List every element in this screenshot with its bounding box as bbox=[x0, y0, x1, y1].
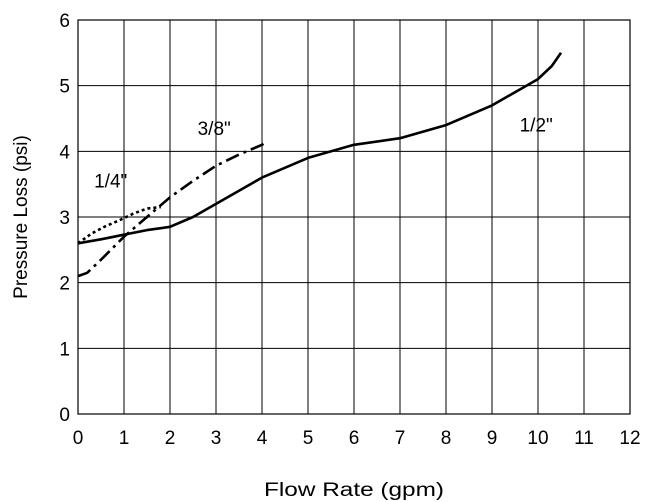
series-line-0 bbox=[77, 52, 563, 245]
series-line-2 bbox=[77, 205, 161, 245]
x-axis-title: Flow Rate (gpm) bbox=[264, 480, 444, 501]
x-tick-label: 2 bbox=[165, 428, 176, 449]
x-tick-label: 0 bbox=[73, 428, 84, 449]
y-tick-label: 3 bbox=[59, 208, 70, 229]
grid bbox=[77, 19, 631, 415]
y-tick-label: 6 bbox=[59, 11, 70, 32]
series-label-1: 3/8" bbox=[198, 119, 231, 140]
x-tick-label: 8 bbox=[441, 428, 452, 449]
series-label-0: 1/2" bbox=[520, 116, 553, 137]
x-tick-label: 7 bbox=[395, 428, 406, 449]
series-line-1 bbox=[77, 140, 268, 278]
series-label-2: 1/4" bbox=[94, 171, 127, 192]
x-tick-label: 4 bbox=[257, 428, 268, 449]
x-tick-label: 12 bbox=[619, 428, 640, 449]
x-tick-label: 9 bbox=[487, 428, 498, 449]
x-axis-ticks: 0 1 2 3 4 5 6 7 8 9 10 11 12 bbox=[73, 428, 641, 449]
y-tick-label: 0 bbox=[59, 405, 70, 426]
x-tick-label: 5 bbox=[303, 428, 314, 449]
x-tick-label: 1 bbox=[119, 428, 130, 449]
y-tick-label: 5 bbox=[59, 77, 70, 98]
x-tick-label: 3 bbox=[211, 428, 222, 449]
y-axis-ticks: 0 1 2 3 4 5 6 bbox=[59, 11, 70, 426]
series-layer bbox=[77, 52, 563, 278]
y-tick-label: 2 bbox=[59, 274, 70, 295]
x-tick-label: 6 bbox=[349, 428, 360, 449]
x-tick-label: 11 bbox=[574, 428, 594, 449]
x-tick-label: 10 bbox=[527, 428, 548, 449]
y-tick-label: 1 bbox=[59, 339, 70, 360]
plot-area bbox=[77, 19, 631, 415]
y-axis-title: Pressure Loss (psi) bbox=[11, 135, 32, 299]
series-labels: 1/2" 3/8" 1/4" bbox=[94, 116, 553, 193]
y-tick-label: 4 bbox=[59, 142, 70, 163]
